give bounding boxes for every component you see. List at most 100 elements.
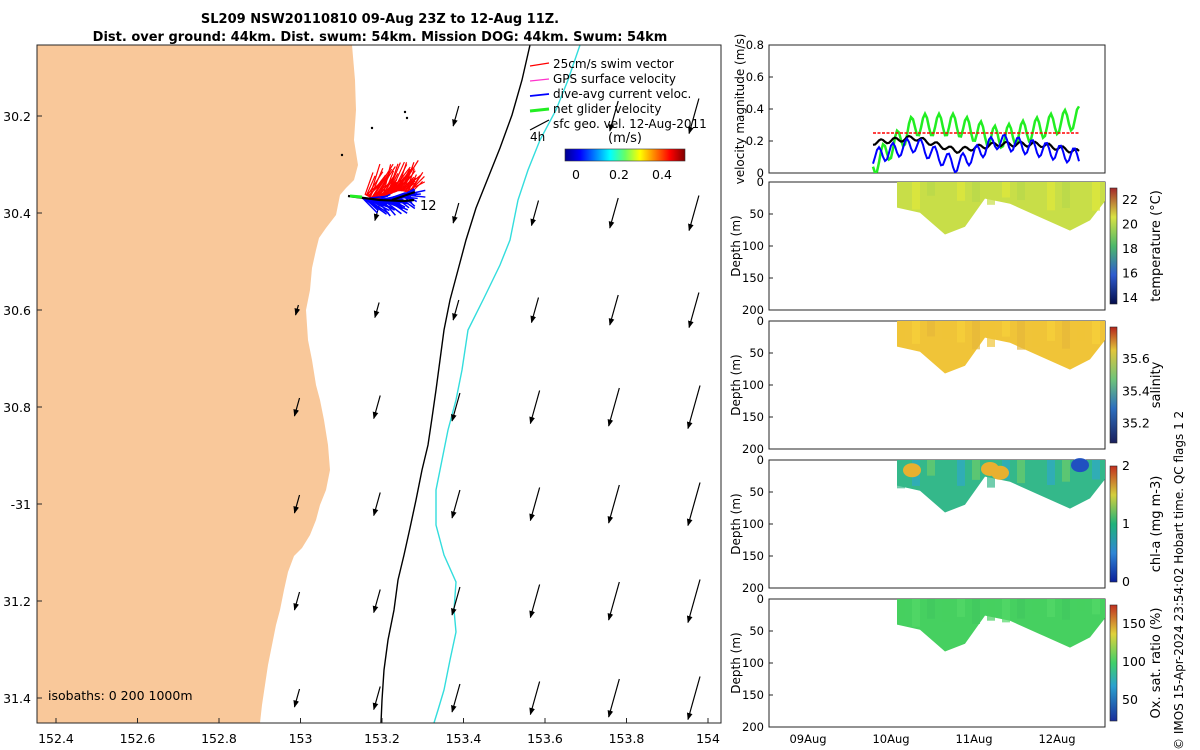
velocity-ytick-label: 0.2 (746, 134, 764, 148)
date-xtick-label: 10Aug (872, 732, 909, 746)
depth-tick-label: 150 (742, 549, 764, 563)
temperature-colorbar-label: temperature (°C) (1149, 190, 1164, 302)
temperature-patch (927, 182, 935, 196)
salinity-patch (1062, 321, 1070, 349)
sfc-velocity-arrow (607, 678, 620, 718)
depth-tick-label: 50 (749, 346, 764, 360)
coast-point (370, 126, 374, 130)
dive-avg-vector (406, 194, 426, 198)
gps-velocity-vector (368, 163, 381, 198)
temperature-patch (957, 182, 965, 201)
time-annotation-4h: 4h (530, 130, 545, 144)
gps-velocity-vector (406, 174, 418, 193)
gps-velocity-vector (365, 175, 376, 196)
map-xtick-label: 153.4 (446, 731, 482, 746)
chl-a-patch (942, 460, 950, 489)
legend-swim-vector-swatch (529, 62, 550, 67)
colorbar-tick-label: 16 (1122, 265, 1138, 280)
depth-tick-label: 0 (757, 453, 764, 467)
chl-a-patch (897, 460, 905, 489)
speed-colorbar-label: (m/s) (608, 131, 642, 146)
gps-velocity-vector (386, 163, 399, 196)
chl-a-patch (1047, 460, 1055, 485)
chl-patch-spot (903, 463, 921, 478)
depth-tick-label: 100 (742, 239, 764, 253)
temperature-patch (1002, 182, 1010, 198)
depth-tick-label: 100 (742, 517, 764, 531)
salinity-patch (927, 321, 935, 337)
sfc-velocity-arrow (607, 484, 620, 524)
colorbar-tick-label: 100 (1122, 654, 1146, 669)
gps-velocity-vector (396, 162, 408, 192)
colorbar-tick-label: 35.6 (1122, 351, 1150, 366)
date-xtick-label: 12Aug (1038, 732, 1075, 746)
map-xtick-label: 152.8 (201, 731, 237, 746)
sfc-velocity-arrow (451, 489, 461, 519)
depth-tick-label: 200 (742, 720, 764, 734)
temperature-patch (912, 182, 920, 210)
depth-tick-label: 50 (749, 624, 764, 638)
dive-avg-vector (405, 194, 418, 203)
glider-track-segment (391, 191, 416, 201)
temperature-patch (1047, 182, 1055, 211)
map-ytick-label: 30.6 (3, 303, 31, 318)
surface-velocity-arrows (293, 98, 701, 721)
velocity-panel: 0 0.2 0.4 0.6 0.8 velocity magnitude (m/s) (733, 34, 1106, 184)
velocity-lines (871, 105, 1081, 173)
oxygen-patch (1017, 599, 1025, 619)
temperature-section: 0 50 100 150 200 Depth (m) 14 16 18 20 22 temperatu… (729, 175, 1164, 317)
land-coastline (37, 45, 358, 723)
oxygen-patch (1077, 599, 1085, 612)
salinity-patch (987, 321, 995, 347)
depth-tick-label: 0 (757, 314, 764, 328)
speed-colorbar-tick: 0 (572, 167, 580, 182)
colorbar-tick-label: 35.4 (1122, 383, 1150, 398)
chl-a-patch (972, 460, 980, 480)
oxygen-patch (972, 599, 980, 624)
sfc-velocity-arrow (293, 494, 301, 514)
salinity-patch (957, 321, 965, 343)
coast-point (405, 116, 409, 120)
map-xtick-label: 152.6 (120, 731, 156, 746)
depth-tick-label: 0 (757, 592, 764, 606)
map-ytick-label: 30.8 (3, 400, 31, 415)
legend-swim-vector: 25cm/s swim vector (553, 57, 674, 71)
salinity-patch (1077, 321, 1085, 341)
salinity-patch (897, 321, 905, 342)
sfc-velocity-arrow (451, 586, 461, 616)
salinity-patch (1092, 321, 1100, 345)
salinity-colorbar-label: salinity (1149, 361, 1164, 408)
temperature-patch (987, 182, 995, 205)
map-legend: 25cm/s swim vector GPS surface velocity … (529, 57, 707, 131)
gps-velocity-vector (397, 172, 409, 192)
sfc-velocity-arrow (294, 304, 301, 316)
chl-a-colorbar (1109, 465, 1118, 583)
chl-a-patch (1032, 460, 1040, 478)
sfc-velocity-arrow (608, 294, 619, 326)
sfc-velocity-arrow (373, 302, 380, 319)
temperature-patch (942, 182, 950, 204)
map-xtick-label: 154 (696, 731, 720, 746)
legend-net-velocity-swatch (529, 107, 550, 113)
sfc-velocity-arrow (293, 591, 301, 611)
dive-avg-vector (377, 200, 391, 217)
speed-colorbar-tick: 0.2 (609, 167, 629, 182)
salinity-patch (1002, 321, 1010, 337)
sfc-velocity-arrow (530, 200, 540, 227)
sfc-velocity-arrow (372, 395, 381, 420)
track-end-label: 12 (420, 199, 437, 214)
sfc-velocity-arrow (293, 397, 301, 417)
depth-ylabel: Depth (m) (729, 632, 743, 693)
velocity-ytick-label: 0.8 (746, 38, 764, 52)
chl-a-colorbar-label: chl-a (mg m-3) (1149, 476, 1164, 573)
temperature-patch (1077, 182, 1085, 198)
depth-tick-label: 50 (749, 207, 764, 221)
map-xtick-label: 153.6 (527, 731, 563, 746)
depth-tick-label: 150 (742, 688, 764, 702)
glider-track-line (347, 194, 415, 203)
gps-velocity-vector (364, 172, 374, 196)
sfc-velocity-arrow (529, 390, 541, 425)
sfc-velocity-arrow (452, 202, 460, 224)
sfc-velocity-arrow (530, 297, 540, 324)
